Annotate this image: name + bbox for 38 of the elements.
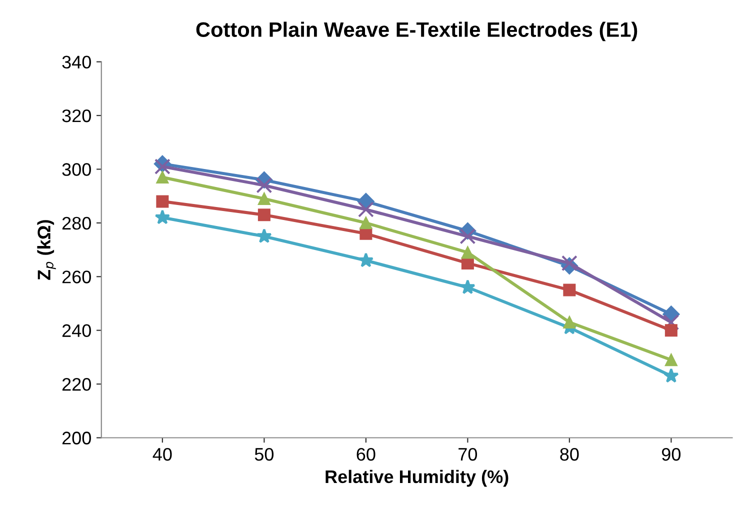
y-tick-label: 280 bbox=[62, 216, 91, 230]
point bbox=[663, 314, 680, 330]
point bbox=[460, 228, 476, 244]
point bbox=[154, 158, 170, 175]
point bbox=[358, 202, 374, 218]
point bbox=[360, 216, 372, 230]
point bbox=[256, 228, 272, 244]
point bbox=[664, 324, 678, 337]
point bbox=[256, 177, 272, 194]
point bbox=[156, 195, 169, 208]
y-tick-label: 340 bbox=[62, 56, 91, 69]
point bbox=[258, 192, 270, 206]
point bbox=[156, 171, 169, 184]
y-tick-label: 220 bbox=[62, 378, 91, 391]
point bbox=[154, 210, 170, 224]
y-tick-label: 240 bbox=[62, 324, 91, 338]
y-tick-label: 200 bbox=[62, 432, 91, 444]
point bbox=[563, 316, 576, 329]
x-tick-label: 40 bbox=[152, 448, 172, 461]
y-tick-label: 260 bbox=[62, 270, 91, 284]
chart-title: Cotton Plain Weave E-Textile Electrodes (E1) bbox=[196, 22, 638, 42]
point bbox=[563, 284, 576, 296]
point bbox=[460, 279, 476, 294]
point bbox=[561, 255, 578, 272]
x-tick-label: 60 bbox=[356, 448, 376, 461]
point bbox=[358, 252, 374, 268]
point bbox=[461, 246, 474, 259]
x-tick-label: 50 bbox=[254, 448, 274, 461]
point bbox=[664, 354, 678, 366]
x-tick-label: 90 bbox=[662, 448, 681, 461]
y-axis-title: Z$_{p}$ (kΩ) bbox=[37, 220, 56, 280]
y-tick-label: 300 bbox=[62, 163, 91, 176]
x-tick-label: 70 bbox=[458, 448, 478, 461]
x-tick-label: 80 bbox=[560, 448, 579, 461]
y-tick-label: 320 bbox=[62, 109, 91, 122]
point bbox=[258, 208, 270, 222]
x-axis-title: Relative Humidity (%) bbox=[326, 470, 508, 487]
point bbox=[664, 368, 679, 383]
